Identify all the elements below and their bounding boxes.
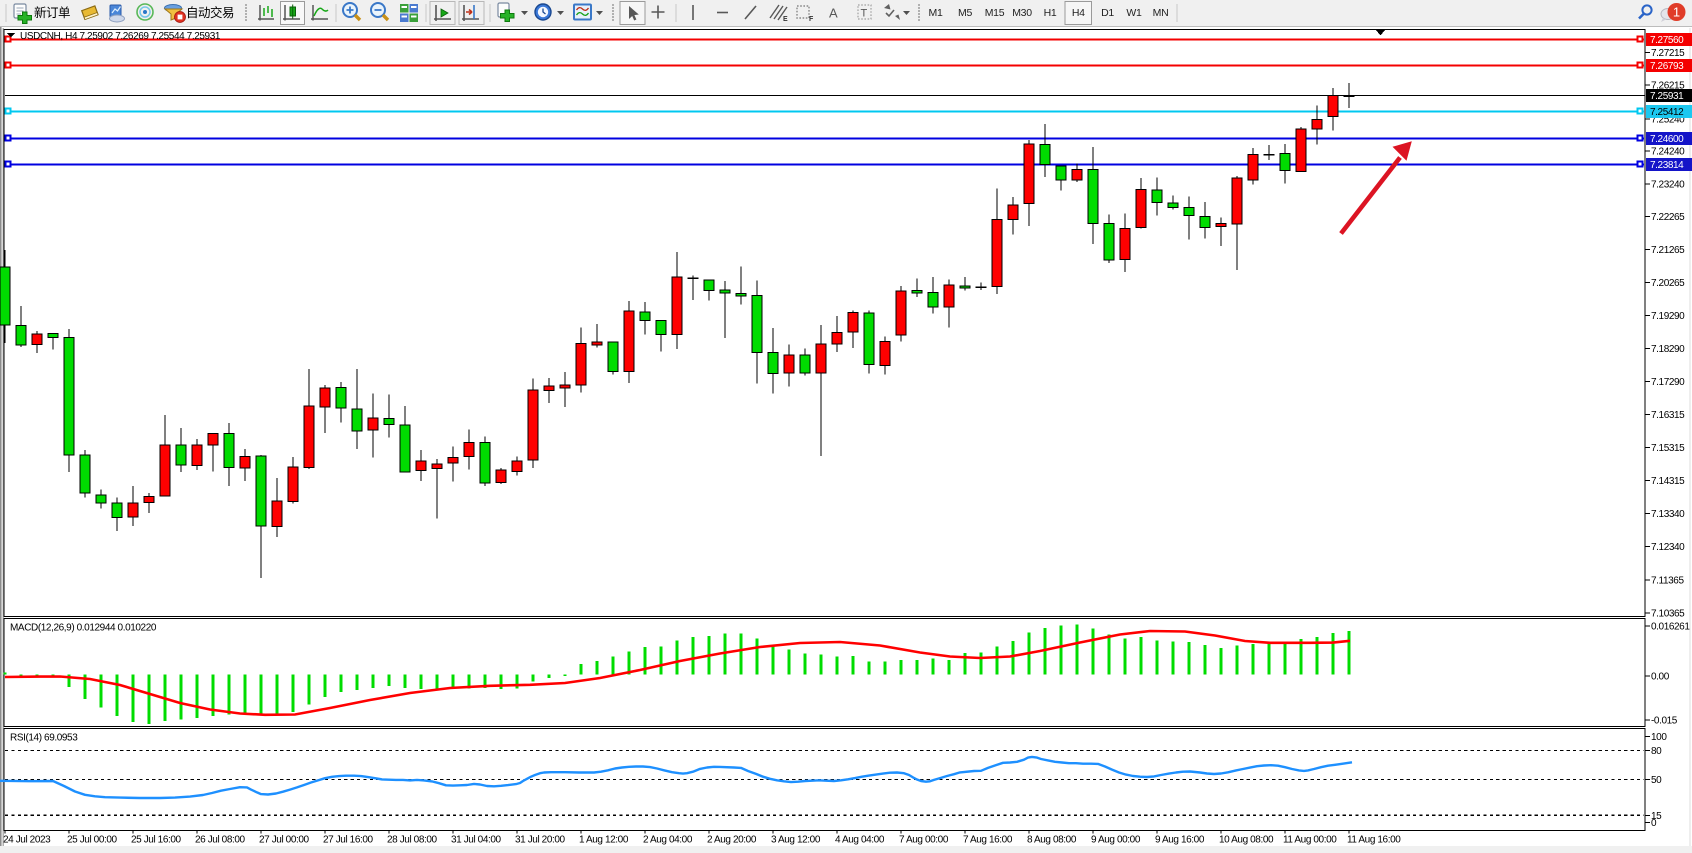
svg-text:7.23240: 7.23240 [1651,180,1685,191]
svg-text:7.25412: 7.25412 [1650,107,1684,118]
svg-text:M5: M5 [958,7,972,19]
svg-text:24 Jul 2023: 24 Jul 2023 [3,835,51,846]
svg-text:7.13340: 7.13340 [1651,509,1685,520]
svg-text:E: E [783,16,788,23]
svg-text:M1: M1 [929,7,943,19]
svg-text:MACD(12,26,9) 0.012944 0.01022: MACD(12,26,9) 0.012944 0.010220 [10,623,157,634]
svg-text:1 Aug 12:00: 1 Aug 12:00 [579,835,629,846]
svg-text:M15: M15 [985,7,1005,19]
svg-text:31 Jul 04:00: 31 Jul 04:00 [451,835,502,846]
svg-text:7.26215: 7.26215 [1651,81,1685,92]
svg-text:7.20265: 7.20265 [1651,278,1685,289]
svg-text:7.25240: 7.25240 [1651,115,1685,126]
svg-text:-0.015: -0.015 [1651,716,1678,727]
svg-text:7 Aug 16:00: 7 Aug 16:00 [963,835,1013,846]
svg-text:25 Jul 16:00: 25 Jul 16:00 [131,835,182,846]
svg-text:7.27215: 7.27215 [1651,48,1685,59]
svg-text:A: A [829,6,838,21]
svg-text:D1: D1 [1101,7,1114,19]
svg-text:8 Aug 08:00: 8 Aug 08:00 [1027,835,1077,846]
svg-text:7.25931: 7.25931 [1650,91,1684,102]
svg-text:50: 50 [1651,775,1662,786]
svg-text:11 Aug 16:00: 11 Aug 16:00 [1347,835,1401,846]
svg-text:7.14315: 7.14315 [1651,476,1685,487]
svg-text:T: T [861,8,868,20]
svg-text:100: 100 [1651,732,1667,743]
svg-text:USDCNH, H4 7.25902 7.26269 7.2: USDCNH, H4 7.25902 7.26269 7.25544 7.259… [20,31,221,42]
svg-text:7.22265: 7.22265 [1651,212,1685,223]
svg-text:1: 1 [1673,5,1680,20]
svg-text:0.016261: 0.016261 [1651,622,1690,633]
svg-text:F: F [809,16,814,23]
svg-text:W1: W1 [1126,7,1142,19]
svg-text:0.00: 0.00 [1651,672,1670,683]
svg-text:7.15315: 7.15315 [1651,443,1685,454]
svg-text:7.27560: 7.27560 [1650,35,1684,46]
svg-text:11 Aug 00:00: 11 Aug 00:00 [1283,835,1337,846]
svg-text:26 Jul 08:00: 26 Jul 08:00 [195,835,246,846]
svg-text:7.24240: 7.24240 [1651,147,1685,158]
svg-text:H4: H4 [1072,7,1085,19]
svg-text:7.18290: 7.18290 [1651,344,1685,355]
svg-text:7.24600: 7.24600 [1650,134,1684,145]
svg-text:0: 0 [1651,818,1657,829]
svg-text:MN: MN [1153,7,1169,19]
svg-text:27 Jul 16:00: 27 Jul 16:00 [323,835,374,846]
svg-text:10 Aug 08:00: 10 Aug 08:00 [1219,835,1274,846]
svg-text:新订单: 新订单 [34,5,70,20]
svg-text:28 Jul 08:00: 28 Jul 08:00 [387,835,438,846]
svg-text:7.11365: 7.11365 [1651,576,1684,587]
svg-text:15: 15 [1651,811,1662,822]
svg-text:H1: H1 [1044,7,1057,19]
svg-text:RSI(14) 69.0953: RSI(14) 69.0953 [10,733,78,744]
svg-text:7.17290: 7.17290 [1651,377,1685,388]
svg-text:M30: M30 [1012,7,1032,19]
svg-text:31 Jul 20:00: 31 Jul 20:00 [515,835,566,846]
svg-text:25 Jul 00:00: 25 Jul 00:00 [67,835,118,846]
svg-text:7.12340: 7.12340 [1651,542,1685,553]
svg-text:27 Jul 00:00: 27 Jul 00:00 [259,835,310,846]
svg-text:7.21265: 7.21265 [1651,245,1685,256]
svg-text:4 Aug 04:00: 4 Aug 04:00 [835,835,885,846]
svg-text:80: 80 [1651,746,1662,757]
svg-text:7.26793: 7.26793 [1650,61,1684,72]
svg-text:7 Aug 00:00: 7 Aug 00:00 [899,835,949,846]
svg-text:2 Aug 20:00: 2 Aug 20:00 [707,835,757,846]
svg-text:自动交易: 自动交易 [186,5,234,20]
svg-text:3 Aug 12:00: 3 Aug 12:00 [771,835,821,846]
svg-text:7.19290: 7.19290 [1651,311,1685,322]
svg-text:2 Aug 04:00: 2 Aug 04:00 [643,835,693,846]
svg-text:9 Aug 16:00: 9 Aug 16:00 [1155,835,1205,846]
svg-text:7.23814: 7.23814 [1650,160,1684,171]
svg-text:7.16315: 7.16315 [1651,410,1685,421]
svg-text:9 Aug 00:00: 9 Aug 00:00 [1091,835,1141,846]
svg-text:7.10365: 7.10365 [1651,609,1685,620]
